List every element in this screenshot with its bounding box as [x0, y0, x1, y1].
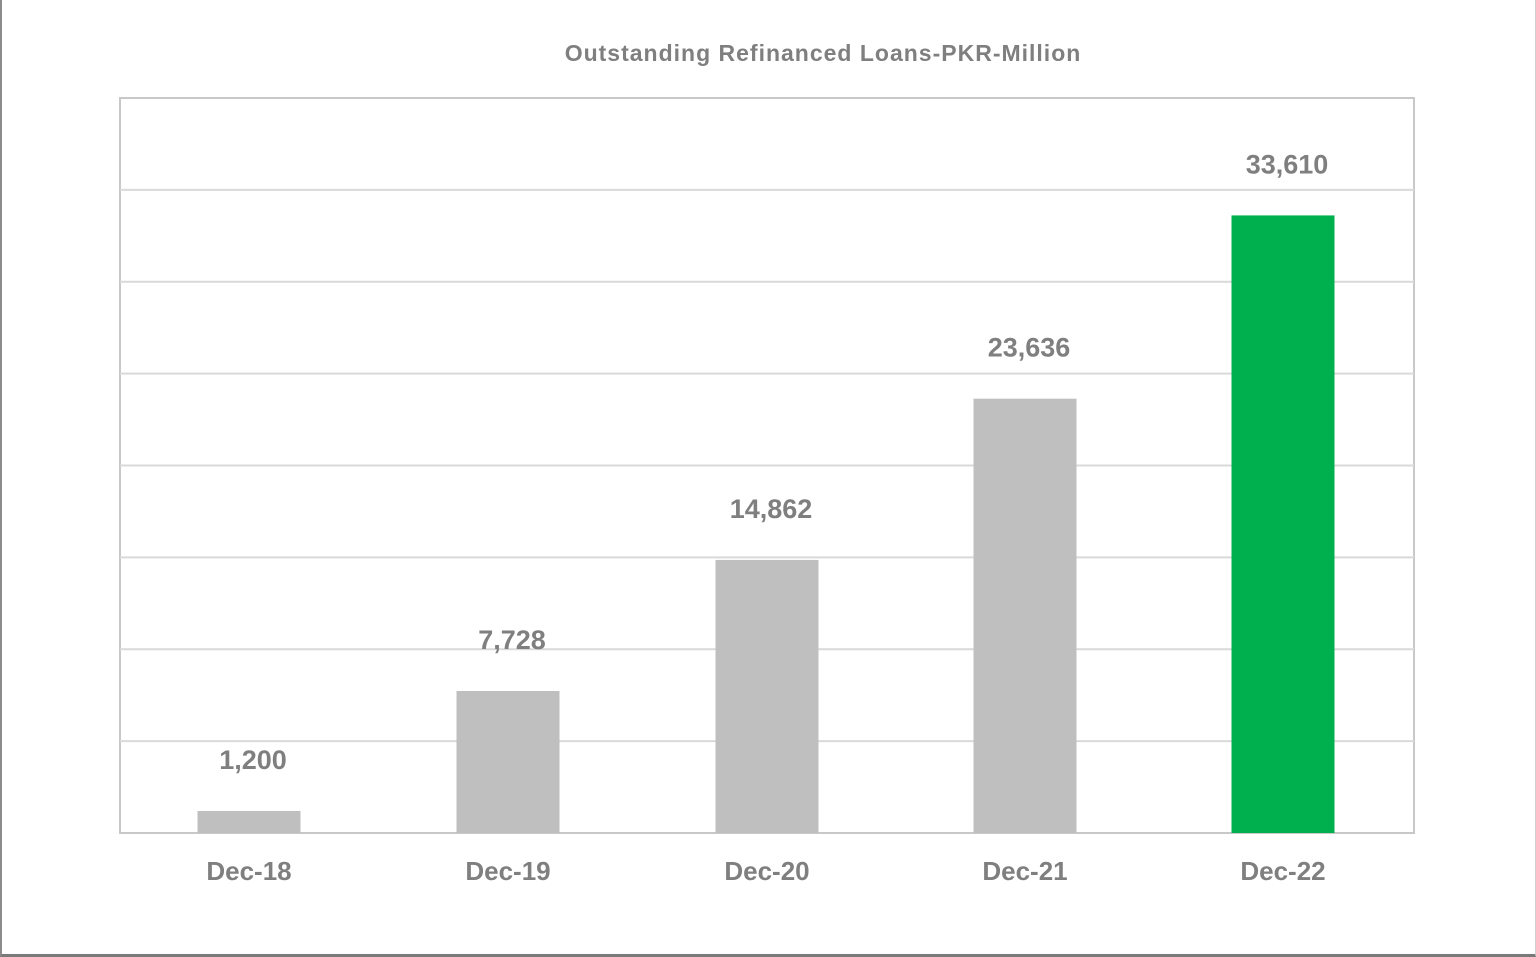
bar-dec-18 — [197, 810, 301, 833]
data-label-dec-18: 1,200 — [219, 745, 287, 775]
bar-dec-19 — [456, 690, 560, 833]
data-label-dec-22: 33,610 — [1246, 149, 1329, 179]
x-tick-label-dec-21: Dec-21 — [982, 856, 1067, 886]
bars — [197, 215, 1335, 833]
x-tick-label-dec-19: Dec-19 — [465, 856, 550, 886]
x-axis-ticks: Dec-18 Dec-19 Dec-20 Dec-21 Dec-22 — [206, 856, 1325, 886]
data-labels: 1,200 7,728 14,862 23,636 33,610 — [219, 149, 1328, 775]
bar-dec-21 — [973, 398, 1077, 833]
chart-title: Outstanding Refinanced Loans-PKR-Million — [565, 40, 1082, 66]
data-label-dec-19: 7,728 — [478, 625, 546, 655]
data-label-dec-21: 23,636 — [988, 333, 1071, 363]
x-tick-label-dec-20: Dec-20 — [724, 856, 809, 886]
x-tick-label-dec-18: Dec-18 — [206, 856, 291, 886]
bar-dec-22 — [1231, 215, 1335, 833]
data-label-dec-20: 14,862 — [730, 494, 813, 524]
bar-dec-20 — [715, 559, 819, 833]
x-tick-label-dec-22: Dec-22 — [1240, 856, 1325, 886]
